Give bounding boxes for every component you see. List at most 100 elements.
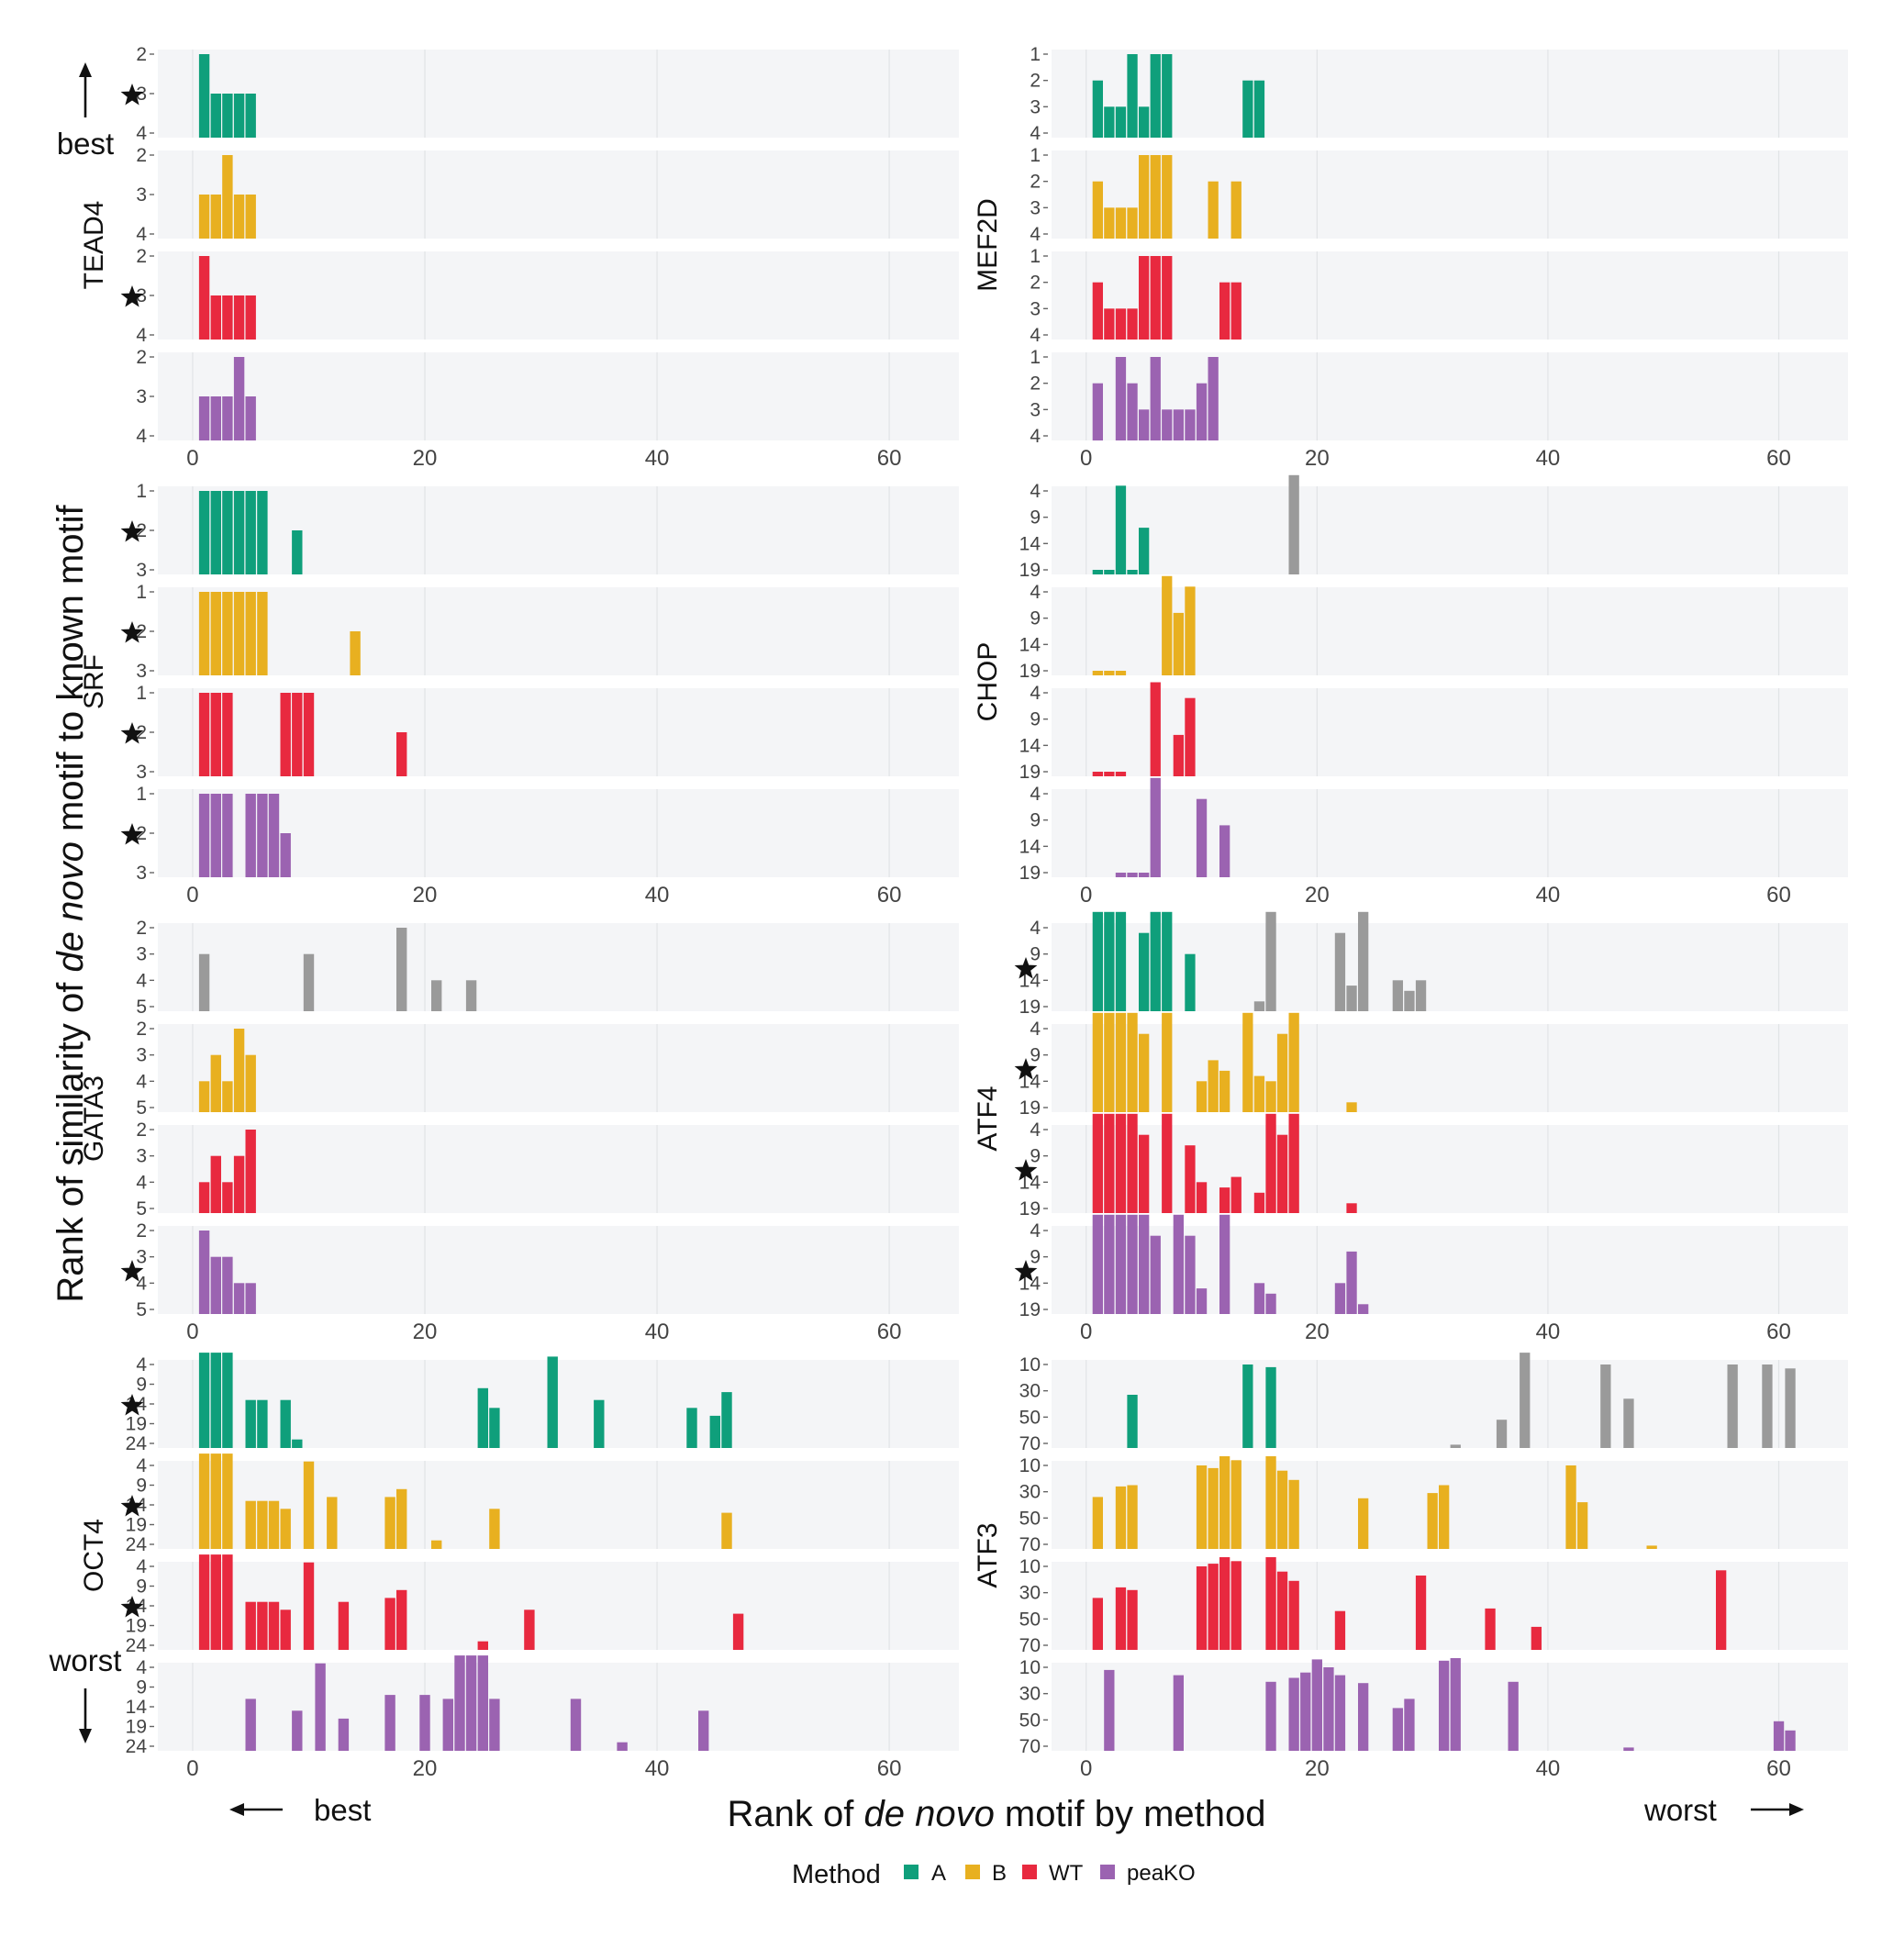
panel-background: [158, 150, 959, 239]
bar-atf4-peako: [1185, 1235, 1196, 1314]
y-tick-label: 4: [1030, 1019, 1041, 1040]
x-tick-label: 60: [877, 446, 902, 471]
bar-srf-peako: [222, 794, 233, 877]
x-tick-label: 20: [1305, 1756, 1330, 1781]
y-tick-label: 70: [1019, 1534, 1041, 1555]
bar-oct4-wt: [396, 1589, 407, 1650]
bar-atf3-wt: [1334, 1610, 1346, 1650]
bar-gata3-other: [396, 928, 407, 1011]
bar-oct4-b: [280, 1509, 291, 1549]
panel-background: [1052, 688, 1848, 776]
y-tick-label: 30: [1019, 1684, 1041, 1705]
y-tick-label: 10: [1019, 1657, 1041, 1678]
bar-mef2d-wt: [1150, 256, 1161, 340]
star-icon: [1014, 1058, 1038, 1080]
bar-atf3-a: [1520, 1353, 1531, 1448]
bar-srf-b: [257, 592, 268, 675]
bar-oct4-b: [198, 1454, 210, 1549]
bar-tead4-peako: [245, 396, 256, 440]
bar-oct4-b: [396, 1488, 407, 1549]
bar-srf-wt: [210, 693, 221, 776]
bar-atf3-a: [1727, 1364, 1738, 1448]
bar-atf4-b: [1219, 1070, 1230, 1112]
bar-gata3-wt: [210, 1155, 221, 1213]
x-tick-label: 0: [1080, 446, 1092, 471]
bar-srf-a: [292, 530, 303, 574]
facet-row-tead4-a: 2 3 4: [120, 44, 959, 144]
y-tick-label: 5: [136, 1097, 147, 1119]
bar-atf4-peako: [1196, 1288, 1208, 1314]
facet-row-mef2d-b: 1 2 3 4: [1030, 145, 1848, 245]
bar-oct4-wt: [338, 1601, 350, 1650]
bar-oct4-wt: [524, 1609, 535, 1650]
y-tick-label: 4: [1030, 1119, 1041, 1141]
bar-atf3-wt: [1485, 1608, 1496, 1650]
legend-swatch-peako: [1100, 1865, 1115, 1879]
bar-atf3-b: [1427, 1493, 1438, 1549]
bar-srf-wt: [396, 732, 407, 776]
bar-atf3-b: [1127, 1485, 1138, 1549]
panel-background: [158, 1663, 959, 1751]
y-tick-label: 19: [1019, 1097, 1041, 1119]
bar-oct4-peako: [384, 1695, 395, 1751]
bar-srf-wt: [198, 693, 210, 776]
x-tick-label: 0: [186, 1320, 198, 1344]
x-tick-label: 20: [413, 1756, 438, 1781]
bar-srf-wt: [303, 693, 315, 776]
bar-oct4-b: [303, 1461, 315, 1549]
y-tick-label: 4: [136, 426, 147, 447]
bar-atf3-b: [1115, 1486, 1127, 1549]
bar-atf3-peako: [1392, 1708, 1403, 1751]
facet-row-atf4-b: 4 9 14 19: [1014, 1012, 1848, 1119]
y-tick-label: 1: [1030, 44, 1041, 65]
bar-mef2d-b: [1230, 181, 1241, 239]
bar-atf4-wt: [1230, 1176, 1241, 1213]
bar-oct4-wt: [245, 1601, 256, 1650]
y-tick-label: 3: [136, 84, 147, 105]
bar-tead4-a: [210, 94, 221, 138]
bar-srf-a: [210, 491, 221, 574]
y-tick-label: 1: [1030, 347, 1041, 368]
x-tick-label: 60: [877, 1320, 902, 1344]
panel-background: [158, 1226, 959, 1314]
y-tick-label: 1: [1030, 246, 1041, 267]
x-tick-label: 20: [1305, 446, 1330, 471]
y-tick-label: 4: [136, 123, 147, 144]
left-arrow-icon: [229, 1803, 283, 1816]
bar-chop-a: [1092, 570, 1103, 574]
bar-oct4-a: [198, 1353, 210, 1448]
bar-mef2d-a: [1115, 106, 1127, 138]
y-tick-label: 4: [136, 224, 147, 245]
legend-label-b: B: [992, 1861, 1007, 1886]
annotations: best worst best worst Rank of similarity…: [49, 62, 1804, 1834]
y-tick-label: 4: [136, 1273, 147, 1294]
panel-background: [1052, 1226, 1848, 1314]
bar-atf4-b: [1208, 1060, 1219, 1112]
y-tick-label: 24: [126, 1635, 148, 1656]
bar-atf4-wt: [1265, 1113, 1276, 1213]
y-tick-label: 4: [136, 1556, 147, 1577]
x-tick-label: 40: [1536, 1320, 1561, 1344]
bar-srf-b: [210, 592, 221, 675]
bar-atf3-wt: [1219, 1557, 1230, 1650]
bar-chop-b: [1185, 586, 1196, 675]
bar-tead4-peako: [222, 396, 233, 440]
bar-srf-b: [198, 592, 210, 675]
bar-gata3-b: [233, 1029, 245, 1112]
bar-atf3-wt: [1115, 1587, 1127, 1650]
facet-row-atf3-peako: 10 30 50 70: [1019, 1657, 1848, 1757]
bar-oct4-peako: [315, 1663, 326, 1751]
panel-background: [158, 1360, 959, 1448]
bar-srf-b: [233, 592, 245, 675]
x-tick-label: 60: [1766, 883, 1791, 908]
bar-mef2d-a: [1162, 54, 1173, 138]
legend-label-a: A: [931, 1861, 946, 1886]
star-icon: [120, 1394, 144, 1416]
bar-atf3-b: [1196, 1465, 1208, 1549]
y-tick-label: 2: [136, 520, 147, 541]
bar-mef2d-b: [1208, 181, 1219, 239]
bar-atf4-wt: [1346, 1203, 1357, 1213]
bar-mef2d-a: [1139, 106, 1150, 138]
bar-gata3-peako: [245, 1283, 256, 1314]
